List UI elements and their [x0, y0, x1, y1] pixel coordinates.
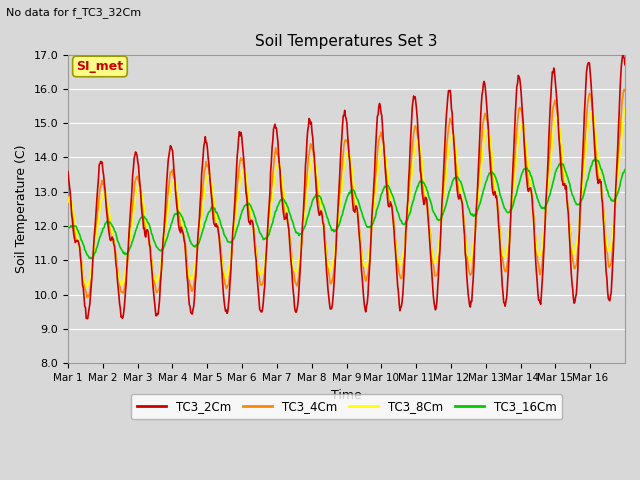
Y-axis label: Soil Temperature (C): Soil Temperature (C) [15, 144, 28, 273]
Title: Soil Temperatures Set 3: Soil Temperatures Set 3 [255, 34, 438, 49]
Legend: TC3_2Cm, TC3_4Cm, TC3_8Cm, TC3_16Cm: TC3_2Cm, TC3_4Cm, TC3_8Cm, TC3_16Cm [131, 395, 562, 419]
Text: SI_met: SI_met [76, 60, 124, 73]
Text: No data for f_TC3_32Cm: No data for f_TC3_32Cm [6, 7, 141, 18]
X-axis label: Time: Time [331, 389, 362, 402]
